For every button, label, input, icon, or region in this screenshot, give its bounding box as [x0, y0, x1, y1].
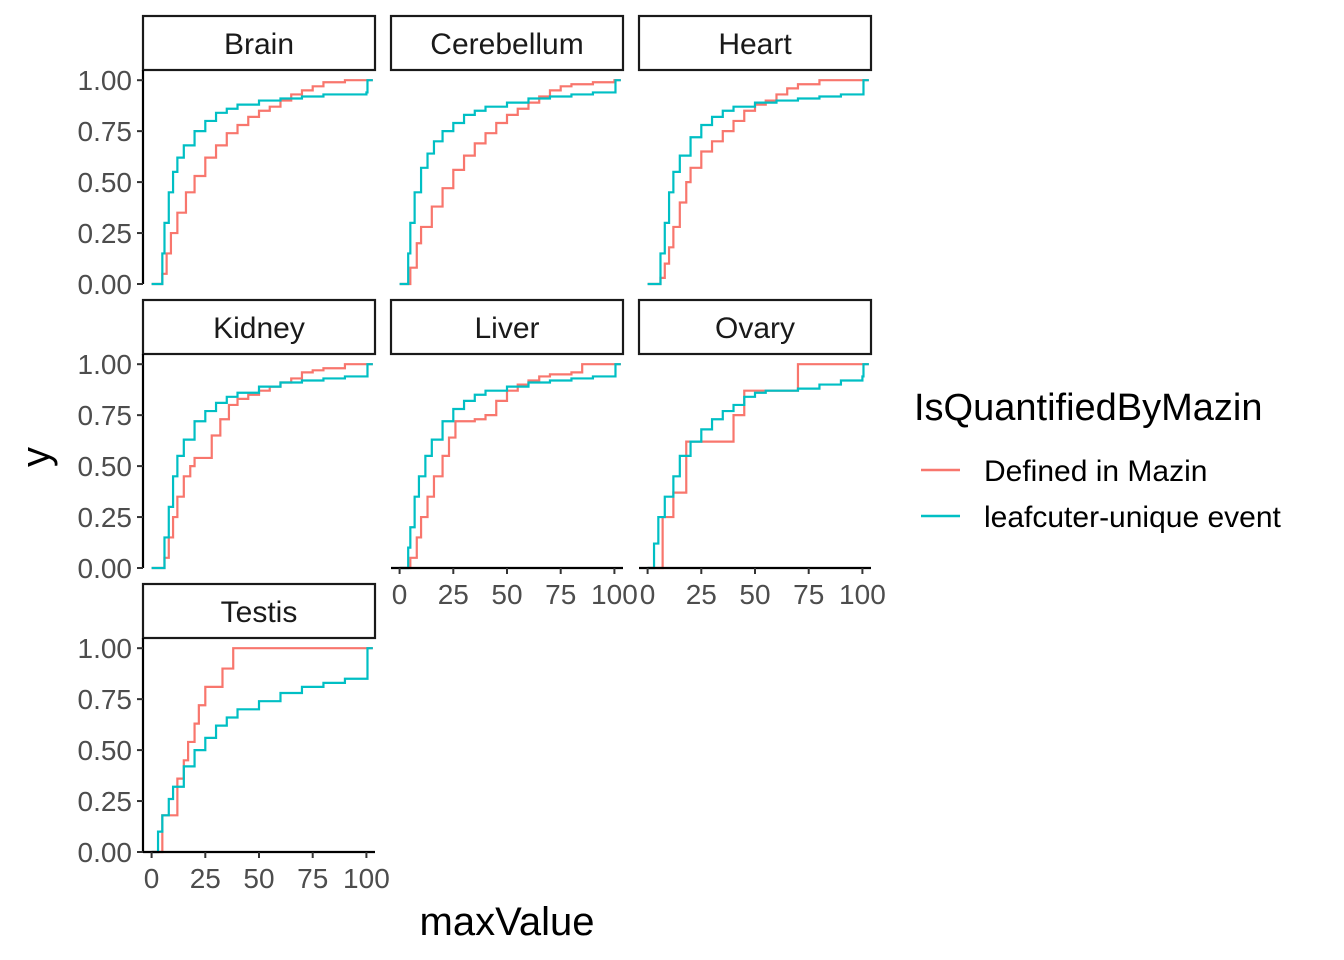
legend: IsQuantifiedByMazin Defined in Mazin leaf…: [914, 387, 1282, 534]
x-tick-label: 100: [839, 579, 886, 610]
y-tick-label: 1.00: [78, 633, 133, 664]
facet-strip-label: Brain: [224, 28, 294, 61]
x-tick-label: 75: [297, 863, 328, 894]
x-tick-label: 0: [640, 579, 656, 610]
y-tick-label: 0.50: [78, 451, 133, 482]
x-tick-label: 0: [144, 863, 160, 894]
y-tick-label: 0.00: [78, 553, 133, 584]
facet-strip: [389, 298, 625, 356]
ecdf-line-defined-in-mazin: [647, 363, 869, 570]
y-tick-label: 0.25: [78, 502, 133, 533]
legend-title: IsQuantifiedByMazin: [914, 387, 1263, 429]
ecdf-line-leafcuter-unique-event: [399, 363, 621, 570]
x-tick-label: 100: [343, 863, 390, 894]
legend-label: Defined in Mazin: [984, 455, 1207, 488]
x-tick-label: 25: [686, 579, 717, 610]
facet-panel-heart: Heart: [637, 14, 873, 286]
x-tick-label: 100: [591, 579, 638, 610]
facet-strip: [141, 14, 377, 72]
ecdf-line-leafcuter-unique-event: [647, 363, 869, 570]
legend-entries: Defined in Mazin leafcuter-unique event: [921, 455, 1282, 534]
y-tick-label: 1.00: [78, 65, 133, 96]
x-axis-title: maxValue: [420, 900, 595, 944]
y-tick-label: 0.75: [78, 400, 133, 431]
legend-entry: Defined in Mazin: [921, 455, 1207, 488]
facet-strip-label: Kidney: [213, 312, 305, 345]
facet-strip-label: Ovary: [715, 312, 795, 345]
x-tick-label: 25: [190, 863, 221, 894]
facet-panel-liver: Liver 0 25 50 75 100: [389, 298, 638, 610]
facet-strip-label: Cerebellum: [430, 28, 583, 61]
y-tick-label: 0.75: [78, 116, 133, 147]
facet-strip: [141, 582, 377, 640]
facet-panel-brain: Brain 0.00 0.25 0.50 0.75 1.00: [78, 14, 377, 300]
facet-panel-cerebellum: Cerebellum: [389, 14, 625, 286]
legend-label: leafcuter-unique event: [984, 501, 1282, 534]
y-tick-label: 0.25: [78, 218, 133, 249]
facet-panel-testis: Testis 0.00 0.25 0.50 0.75 1.00 0 25 50 75 100: [78, 582, 390, 894]
facet-strip: [141, 298, 377, 356]
x-tick-label: 75: [545, 579, 576, 610]
ecdf-line-defined-in-mazin: [151, 79, 373, 286]
y-tick-label: 0.75: [78, 684, 133, 715]
x-tick-label: 25: [438, 579, 469, 610]
x-tick-label: 0: [392, 579, 408, 610]
ecdf-line-defined-in-mazin: [151, 363, 373, 570]
ecdf-line-leafcuter-unique-event: [151, 79, 373, 286]
y-tick-label: 0.00: [78, 269, 133, 300]
ecdf-line-leafcuter-unique-event: [399, 79, 621, 286]
facet-strip: [389, 14, 625, 72]
facet-strip: [637, 298, 873, 356]
ecdf-line-defined-in-mazin: [647, 79, 869, 286]
ecdf-line-leafcuter-unique-event: [151, 363, 373, 570]
y-axis-title: y: [14, 447, 58, 467]
x-tick-label: 50: [491, 579, 522, 610]
y-tick-label: 0.50: [78, 167, 133, 198]
y-tick-label: 1.00: [78, 349, 133, 380]
facet-strip-label: Heart: [718, 28, 792, 61]
ecdf-line-defined-in-mazin: [399, 363, 621, 570]
facet-panel-ovary: Ovary 0 25 50 75 100: [637, 298, 886, 610]
facet-strip-label: Testis: [221, 596, 298, 629]
ecdf-line-leafcuter-unique-event: [151, 647, 373, 854]
ecdf-line-leafcuter-unique-event: [647, 79, 869, 286]
facet-strip-label: Liver: [474, 312, 539, 345]
y-tick-label: 0.00: [78, 837, 133, 868]
facet-panel-kidney: Kidney 0.00 0.25 0.50 0.75 1.00: [78, 298, 377, 584]
ecdf-line-defined-in-mazin: [151, 647, 373, 854]
x-tick-label: 50: [739, 579, 770, 610]
y-tick-label: 0.25: [78, 786, 133, 817]
facet-strip: [637, 14, 873, 72]
x-tick-label: 75: [793, 579, 824, 610]
ecdf-line-defined-in-mazin: [399, 79, 621, 286]
x-tick-label: 50: [243, 863, 274, 894]
legend-entry: leafcuter-unique event: [921, 501, 1282, 534]
y-tick-label: 0.50: [78, 735, 133, 766]
facet-panels: Brain 0.00 0.25 0.50 0.75 1.00 Cerebellum Heart…: [78, 14, 886, 894]
